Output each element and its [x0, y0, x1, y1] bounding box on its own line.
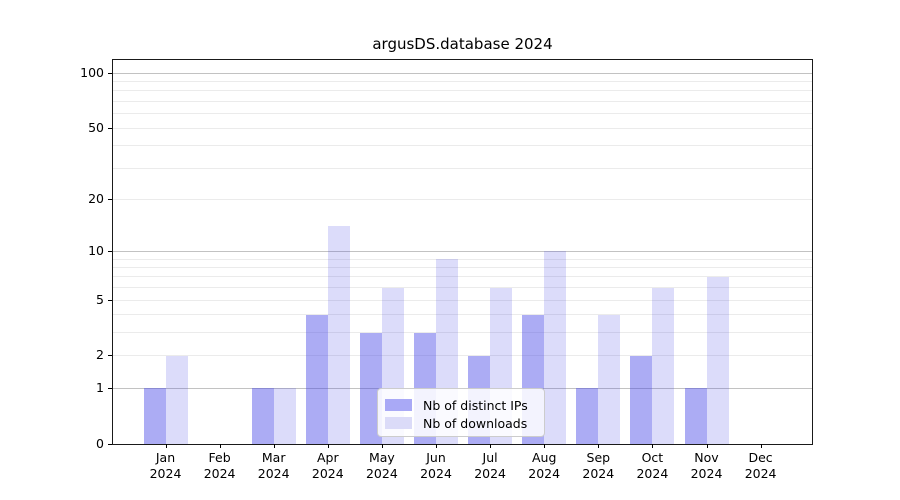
y-tick-label: 50: [88, 119, 104, 135]
x-tick-label-jan: Jan 2024: [149, 450, 182, 481]
minor-gridline: [113, 198, 812, 200]
minor-gridline: [113, 276, 812, 278]
major-gridline: [113, 72, 812, 74]
x-tick-label-jun: Jun 2024: [420, 450, 452, 481]
minor-gridline: [113, 355, 812, 357]
bar-distinct-ips-apr: [305, 314, 328, 444]
x-tick-mark: [436, 444, 437, 448]
legend-label-downloads: Nb of downloads: [423, 415, 528, 431]
bar-distinct-ips-mar: [251, 388, 274, 444]
x-tick-mark: [706, 444, 708, 448]
major-gridline: [113, 250, 812, 252]
bar-downloads-oct: [652, 287, 675, 444]
x-tick-mark: [760, 444, 762, 448]
minor-gridline: [113, 90, 812, 92]
legend-entry-distinct-ips: Nb of distinct IPs: [385, 396, 544, 414]
plot-area: Nb of distinct IPs Nb of downloads: [112, 59, 813, 445]
minor-gridline: [113, 167, 812, 169]
x-tick-mark: [544, 444, 546, 448]
legend-swatch-distinct-ips: [385, 399, 412, 411]
minor-gridline: [113, 299, 812, 301]
bar-downloads-nov: [706, 276, 729, 444]
y-tick-mark: [108, 198, 112, 200]
x-tick-label-sep: Sep 2024: [582, 450, 615, 481]
legend-entry-downloads: Nb of downloads: [385, 414, 544, 432]
x-tick-mark: [273, 444, 275, 448]
x-tick-mark: [598, 444, 600, 448]
bar-downloads-mar: [273, 388, 296, 444]
y-tick-label: 1: [96, 379, 104, 395]
x-tick-label-nov: Nov 2024: [690, 450, 723, 481]
x-tick-label-may: May 2024: [365, 450, 398, 481]
x-tick-label-aug: Aug 2024: [528, 450, 561, 481]
chart-title: argusDS.database 2024: [372, 35, 553, 53]
y-tick-mark: [108, 250, 112, 252]
bar-distinct-ips-sep: [576, 388, 599, 444]
y-tick-label: 100: [80, 64, 104, 80]
minor-gridline: [113, 287, 812, 289]
y-tick-mark: [108, 443, 112, 445]
x-tick-mark: [327, 444, 329, 448]
bar-downloads-apr: [327, 226, 350, 444]
bar-distinct-ips-jan: [143, 388, 166, 444]
minor-gridline: [113, 332, 812, 334]
legend: Nb of distinct IPs Nb of downloads: [377, 388, 545, 437]
x-tick-mark: [652, 444, 654, 448]
y-tick-mark: [108, 127, 112, 129]
x-tick-mark: [219, 444, 221, 448]
y-tick-label: 20: [88, 190, 104, 206]
bar-downloads-jan: [165, 355, 188, 444]
x-tick-mark: [490, 444, 492, 448]
y-tick-label: 5: [96, 291, 104, 307]
legend-swatch-downloads: [385, 417, 412, 429]
minor-gridline: [113, 101, 812, 102]
bar-distinct-ips-oct: [630, 355, 653, 444]
x-tick-label-oct: Oct 2024: [636, 450, 669, 481]
x-tick-mark: [165, 444, 167, 448]
x-tick-mark: [381, 444, 383, 448]
bar-downloads-aug: [544, 251, 567, 444]
x-tick-label-mar: Mar 2024: [257, 450, 290, 481]
y-tick-mark: [108, 72, 112, 74]
x-tick-label-apr: Apr 2024: [311, 450, 344, 481]
bar-distinct-ips-nov: [684, 388, 707, 444]
y-tick-label: 0: [96, 435, 104, 451]
minor-gridline: [113, 258, 812, 260]
x-tick-label-jul: Jul 2024: [474, 450, 506, 481]
y-tick-mark: [108, 387, 112, 389]
minor-gridline: [113, 113, 812, 115]
bar-downloads-sep: [598, 314, 621, 444]
y-tick-mark: [108, 299, 112, 301]
minor-gridline: [113, 314, 812, 316]
bar-distinct-ips-may: [359, 332, 382, 444]
minor-gridline: [113, 81, 812, 83]
y-tick-mark: [108, 355, 112, 357]
legend-label-distinct-ips: Nb of distinct IPs: [423, 397, 528, 413]
minor-gridline: [113, 145, 812, 147]
y-tick-label: 10: [88, 242, 104, 258]
y-tick-label: 2: [96, 347, 104, 363]
x-tick-label-dec: Dec 2024: [744, 450, 777, 481]
minor-gridline: [113, 267, 812, 268]
minor-gridline: [113, 127, 812, 129]
x-tick-label-feb: Feb 2024: [203, 450, 236, 481]
